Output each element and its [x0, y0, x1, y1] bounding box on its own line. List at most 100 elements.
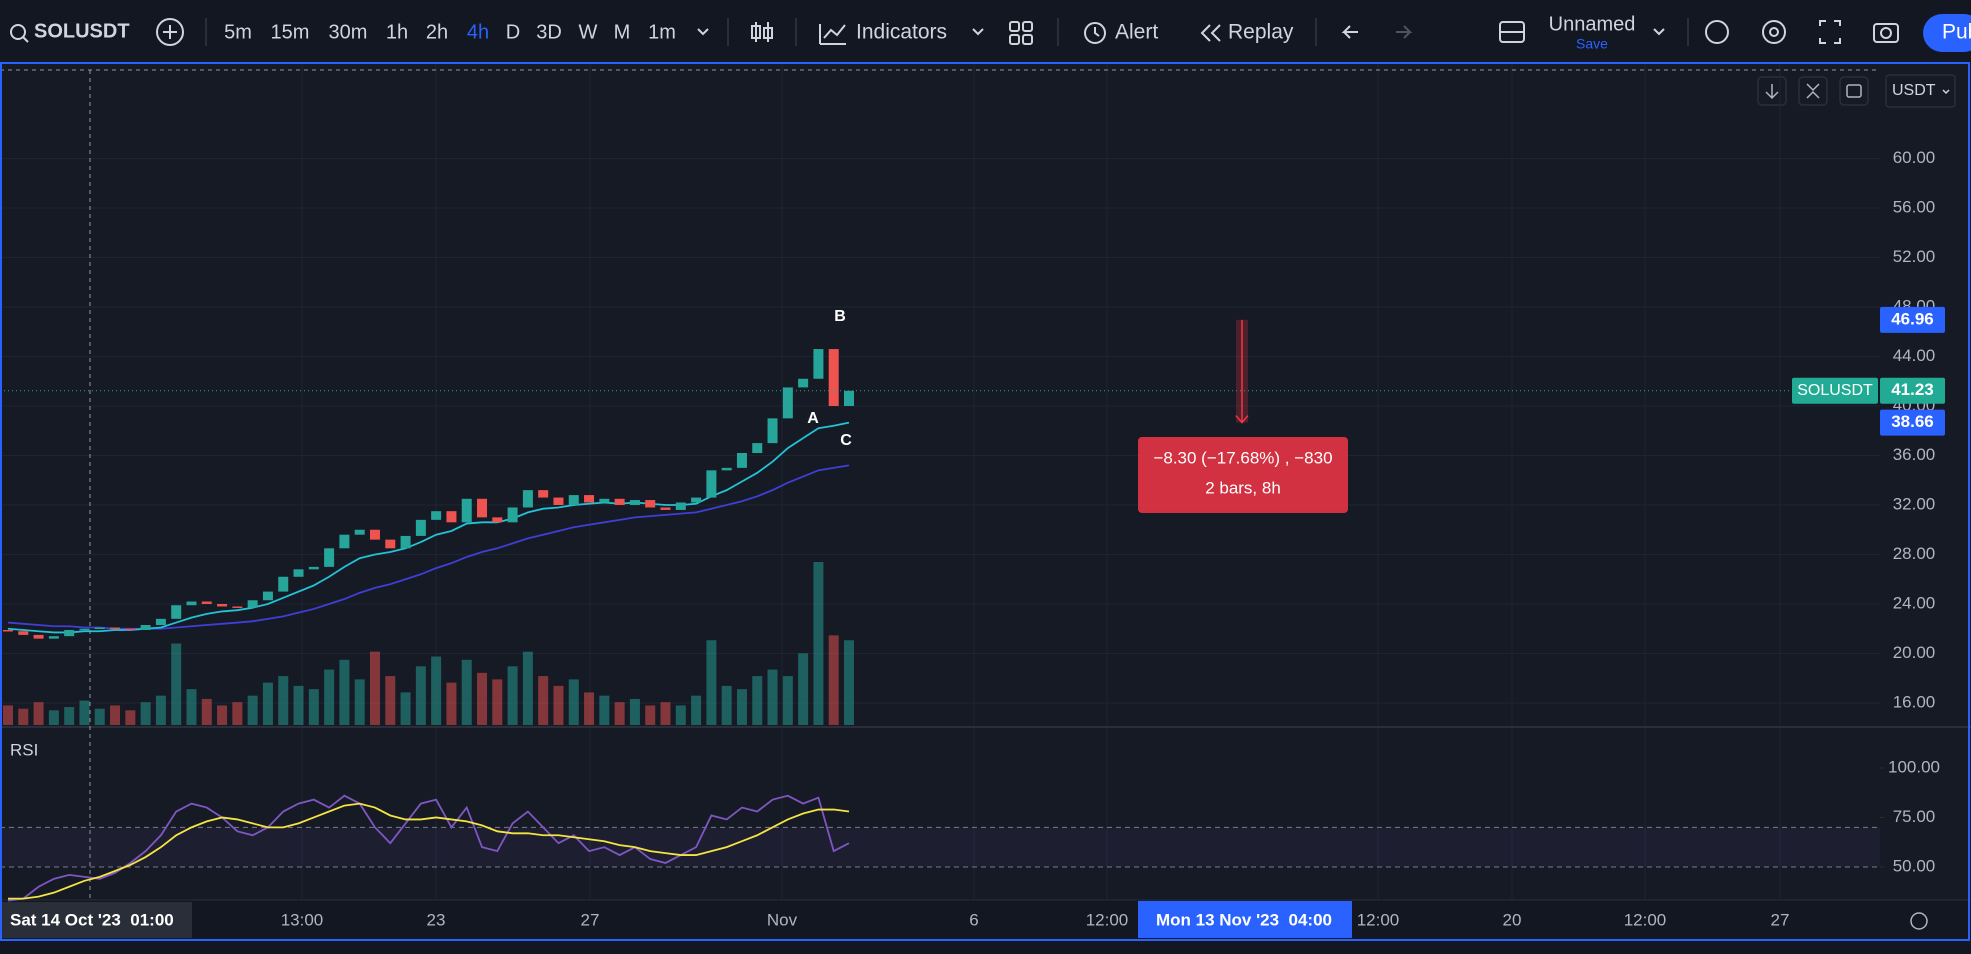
symbol[interactable]: SOLUSDT: [34, 20, 130, 42]
volume-bar: [736, 689, 747, 725]
candle: [217, 603, 228, 607]
volume-bar: [385, 676, 396, 725]
screenshot-icon[interactable]: [1873, 23, 1899, 43]
wave-label: A: [807, 410, 819, 427]
publish-label[interactable]: Pub: [1942, 21, 1971, 44]
interval-button[interactable]: 1h: [386, 21, 408, 43]
interval-button[interactable]: 2h: [426, 21, 448, 43]
volume-bar: [492, 679, 503, 725]
undo-icon[interactable]: [1341, 25, 1358, 39]
alert-icon[interactable]: [1084, 22, 1106, 44]
volume-bar: [691, 695, 702, 725]
interval-button[interactable]: 1m: [648, 21, 676, 43]
candle: [186, 601, 197, 606]
volume-bar: [431, 656, 442, 725]
add-symbol[interactable]: [156, 18, 184, 46]
candle: [64, 629, 75, 637]
quick-search-icon[interactable]: [1705, 20, 1729, 44]
y-tick-label: 52.00: [1893, 247, 1936, 266]
volume-bar: [553, 685, 564, 725]
candle: [48, 636, 59, 639]
candle: [721, 467, 732, 471]
candle: [538, 490, 549, 498]
pane-button[interactable]: [1757, 76, 1787, 106]
candle: [477, 498, 488, 518]
currency-button[interactable]: [1885, 74, 1956, 108]
layout-name[interactable]: Unnamed: [1549, 13, 1636, 35]
indicators-button[interactable]: Indicators: [856, 21, 947, 44]
candle: [614, 498, 625, 505]
candle: [415, 519, 426, 536]
volume-bar: [110, 705, 121, 725]
alert-button[interactable]: Alert: [1115, 21, 1158, 44]
rsi-tick-label: 75.00: [1893, 807, 1936, 826]
layout-dropdown[interactable]: [1653, 28, 1665, 36]
candle: [767, 418, 778, 444]
chart-type-body: [763, 27, 773, 39]
candle: [247, 600, 258, 608]
candle: [629, 500, 640, 505]
interval-button[interactable]: 15m: [271, 21, 310, 43]
fullscreen-icon[interactable]: [1819, 20, 1841, 44]
candle: [171, 605, 182, 619]
search-icon[interactable]: [10, 24, 26, 40]
pane-button[interactable]: [1839, 76, 1869, 106]
settings-icon-center: [1769, 27, 1779, 37]
candle: [553, 497, 564, 505]
volume-bar: [538, 676, 549, 725]
volume-bar: [645, 705, 656, 725]
redo-icon[interactable]: [1396, 25, 1413, 39]
pane-button-icon: [1806, 83, 1820, 99]
replay-icon[interactable]: [1200, 24, 1221, 42]
volume-bar: [293, 685, 304, 725]
interval-button[interactable]: D: [506, 21, 520, 43]
interval-button[interactable]: M: [614, 21, 631, 43]
time-label: 13:00: [281, 910, 324, 929]
candle: [369, 529, 380, 540]
toolbar-icons: [10, 18, 1899, 46]
y-tick-label: 56.00: [1893, 197, 1936, 216]
y-tick-label: 60.00: [1893, 148, 1936, 167]
volume-bar: [308, 689, 319, 725]
candle: [262, 591, 273, 601]
pane-button-icon: [1765, 84, 1779, 100]
price-label-bg: [1880, 409, 1945, 436]
volume-bar: [64, 707, 75, 725]
volume-bar: [721, 685, 732, 725]
time-label: Nov: [767, 910, 798, 929]
rsi-line: [7, 794, 850, 902]
time-label: 12:00: [1357, 910, 1400, 929]
currency-label: USDT: [1892, 82, 1936, 99]
volume-bar: [675, 705, 686, 725]
interval-button[interactable]: 4h: [467, 21, 489, 43]
measure-box: [1138, 437, 1348, 513]
candle: [18, 631, 29, 635]
axis-settings[interactable]: [1910, 912, 1928, 930]
interval-button[interactable]: W: [579, 21, 598, 43]
volume-bar: [446, 682, 457, 725]
volume-bar: [844, 640, 854, 725]
interval-button[interactable]: 3D: [536, 21, 562, 43]
settings-icon[interactable]: [1762, 20, 1786, 44]
publish-button[interactable]: [1923, 14, 1971, 52]
interval-button[interactable]: 5m: [224, 21, 252, 43]
volume-bar: [186, 689, 197, 725]
indicators-icon[interactable]: [819, 24, 846, 45]
interval-dropdown[interactable]: [697, 28, 709, 36]
y-tick-label: 20.00: [1893, 643, 1936, 662]
candle: [507, 507, 518, 523]
pane-button[interactable]: [1798, 76, 1828, 106]
templates-icon[interactable]: [1009, 21, 1020, 32]
volume-bar: [614, 702, 625, 725]
interval-button[interactable]: 30m: [329, 21, 368, 43]
replay-button[interactable]: Replay: [1228, 21, 1294, 44]
symbol-label: SOLUSDT: [1797, 382, 1873, 399]
candle: [324, 548, 335, 567]
wave-label: B: [834, 308, 846, 325]
candle: [798, 378, 809, 388]
time-label: 27: [1771, 910, 1790, 929]
indicators-dropdown[interactable]: [972, 28, 984, 36]
pane-buttons: [1757, 74, 1956, 108]
candle: [400, 535, 411, 549]
candle: [125, 628, 136, 631]
